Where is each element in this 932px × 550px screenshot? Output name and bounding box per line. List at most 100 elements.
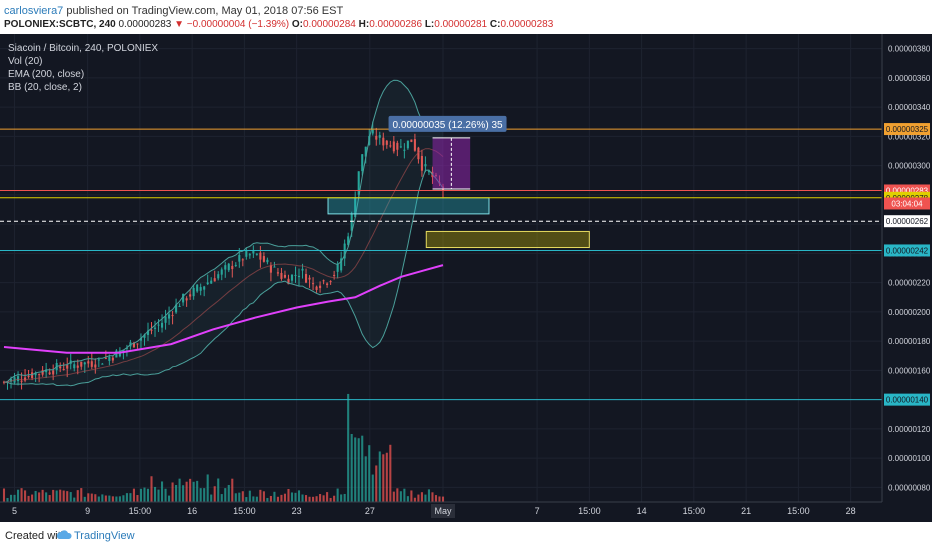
candle-body [266,259,269,263]
candle-body [427,170,430,173]
volume-bar [315,496,318,502]
grid-lines [0,34,882,502]
volume-bar [280,494,283,502]
legend-ema[interactable]: EMA (200, close) [8,69,85,80]
bb-fill [4,80,443,386]
price-label-text: 0.00000140 [886,396,929,405]
volume-bar [382,454,385,502]
symbol-line: POLONIEX:SCBTC, 240 0.00000283 ▼ −0.0000… [4,19,553,30]
price-tick-label: 0.00000160 [888,366,931,375]
volume-bar [69,492,72,502]
price-tick-label: 0.00000200 [888,308,931,317]
candle-body [97,359,100,361]
candle-body [41,370,44,375]
volume-bar [9,494,13,502]
measure-label-box [388,115,507,132]
candle-body [206,282,209,285]
volume-bar [336,488,339,502]
volume-bar [206,474,209,502]
countdown-text: 03:04:04 [891,199,923,208]
volume-bar [164,488,167,502]
tradingview-logo-icon [56,530,72,540]
candle-body [290,274,294,281]
candle-body [413,139,416,151]
volume-bar [322,495,325,502]
candle-body [420,155,423,171]
candle-body [192,287,195,297]
candle-body [340,258,343,271]
volume-bar [340,494,343,502]
price-tick-label: 0.00000120 [888,425,931,434]
time-tick-label: 14 [637,506,647,516]
candle-body [375,135,378,140]
volume-bar [45,492,48,502]
candle-body [424,164,427,167]
candle-body [87,361,90,364]
candle-body [52,370,55,375]
candle-body [213,278,216,282]
volume-bar [424,494,427,502]
candle-body [38,374,41,376]
volume-bar [224,488,227,502]
legend-volume[interactable]: Vol (20) [8,56,43,67]
candle-body [417,147,420,160]
price-tick-label: 0.00000220 [888,279,931,288]
volume-bar [31,494,34,502]
price-tick-label: 0.00000100 [888,454,931,463]
candle-body [185,298,188,301]
candle-body [357,171,360,195]
candle-body [248,254,251,256]
time-tick-label: 5 [12,506,17,516]
time-tick-label: 15:00 [578,506,601,516]
author-link[interactable]: carlosviera7 [4,5,64,17]
candle-body [24,377,27,381]
volume-bar [273,491,276,502]
candle-body [125,347,128,349]
volume-bar [129,493,132,502]
candle-body [115,350,118,358]
candle-body [350,213,353,231]
volume-bar [301,494,304,502]
volume-bar [420,492,423,502]
volume-bar [347,393,350,502]
candle-body [227,263,230,271]
candle-body [315,286,318,290]
close-value: 0.00000283 [500,19,554,30]
candle-body [238,254,241,262]
volume-bar [227,484,230,502]
price-label-text: 0.00000242 [886,246,929,255]
candle-body [294,274,297,276]
candle-body [283,274,287,278]
ema-line [3,264,444,354]
chart-area[interactable]: 0.00000035 (12.26%) 35 0.00000380 0.000003… [0,34,932,522]
tradingview-brand[interactable]: TradingView [74,530,135,542]
legend-title[interactable]: Siacoin / Bitcoin, 240, POLONIEX [8,43,159,54]
candle-body [62,369,65,371]
volume-bar [210,494,213,502]
price-tick-label: 0.00000300 [888,162,931,171]
volume-bar [354,437,357,502]
volume-bar [66,491,69,502]
candle-body [231,265,234,270]
volume-bar [290,492,294,502]
price-label-box [884,244,930,257]
legend-bb[interactable]: BB (20, close, 2) [8,82,82,93]
candle-body [399,146,402,148]
volume-bar [38,492,41,502]
candle-body [111,357,114,361]
volume-bar [143,487,146,502]
volume-bar [438,496,441,502]
bb-basis-line [3,148,444,383]
chart-canvas[interactable]: 0.00000035 (12.26%) 35 0.00000380 0.000003… [0,34,932,522]
price-tick-label: 0.00000180 [888,337,931,346]
candle-body [101,363,104,365]
volume-bar [238,492,241,502]
volume-bar [178,478,181,502]
candle-body [280,272,283,279]
header-bar: carlosviera7 published on TradingView.co… [0,0,932,34]
time-tick-label: 23 [292,506,302,516]
candle-body [27,375,30,377]
candle-body [90,361,93,367]
volume-bar [17,489,20,502]
candle-body [392,141,395,152]
